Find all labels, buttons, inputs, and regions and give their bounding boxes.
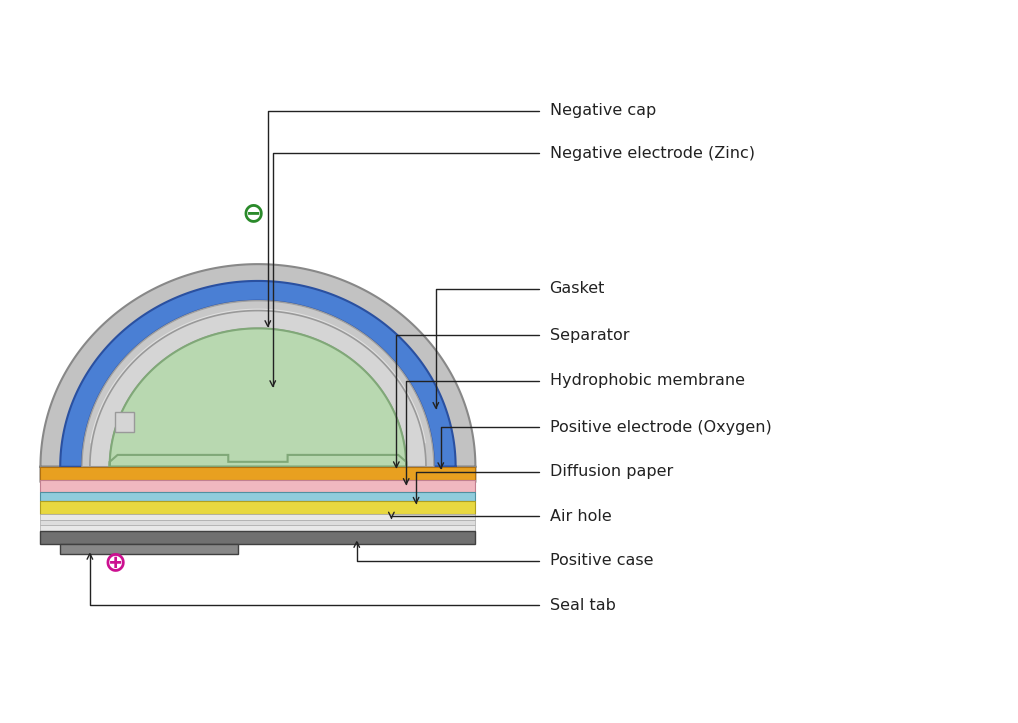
Text: Positive electrode (Oxygen): Positive electrode (Oxygen) [550,420,772,435]
Polygon shape [41,264,475,482]
Polygon shape [41,501,475,514]
Polygon shape [41,492,475,501]
Text: Negative electrode (Zinc): Negative electrode (Zinc) [550,146,754,161]
Polygon shape [90,309,427,446]
Polygon shape [110,328,406,467]
Text: Air hole: Air hole [550,509,611,523]
Polygon shape [41,514,475,520]
Text: Diffusion paper: Diffusion paper [550,464,673,479]
Polygon shape [41,520,475,525]
Text: Separator: Separator [550,328,629,343]
Polygon shape [434,487,456,505]
Polygon shape [41,479,475,492]
Text: Negative cap: Negative cap [550,103,656,119]
Polygon shape [41,525,475,531]
Polygon shape [41,531,475,544]
Polygon shape [115,412,134,432]
Polygon shape [60,281,456,487]
Text: Positive case: Positive case [550,553,653,568]
Polygon shape [60,487,82,505]
Text: Seal tab: Seal tab [550,598,616,612]
Polygon shape [82,301,434,467]
Polygon shape [41,467,475,479]
Polygon shape [90,311,426,475]
Text: Hydrophobic membrane: Hydrophobic membrane [550,373,744,388]
Text: ⊕: ⊕ [103,548,126,576]
Polygon shape [60,544,238,555]
Text: Gasket: Gasket [550,281,605,296]
Text: ⊖: ⊖ [241,199,265,227]
